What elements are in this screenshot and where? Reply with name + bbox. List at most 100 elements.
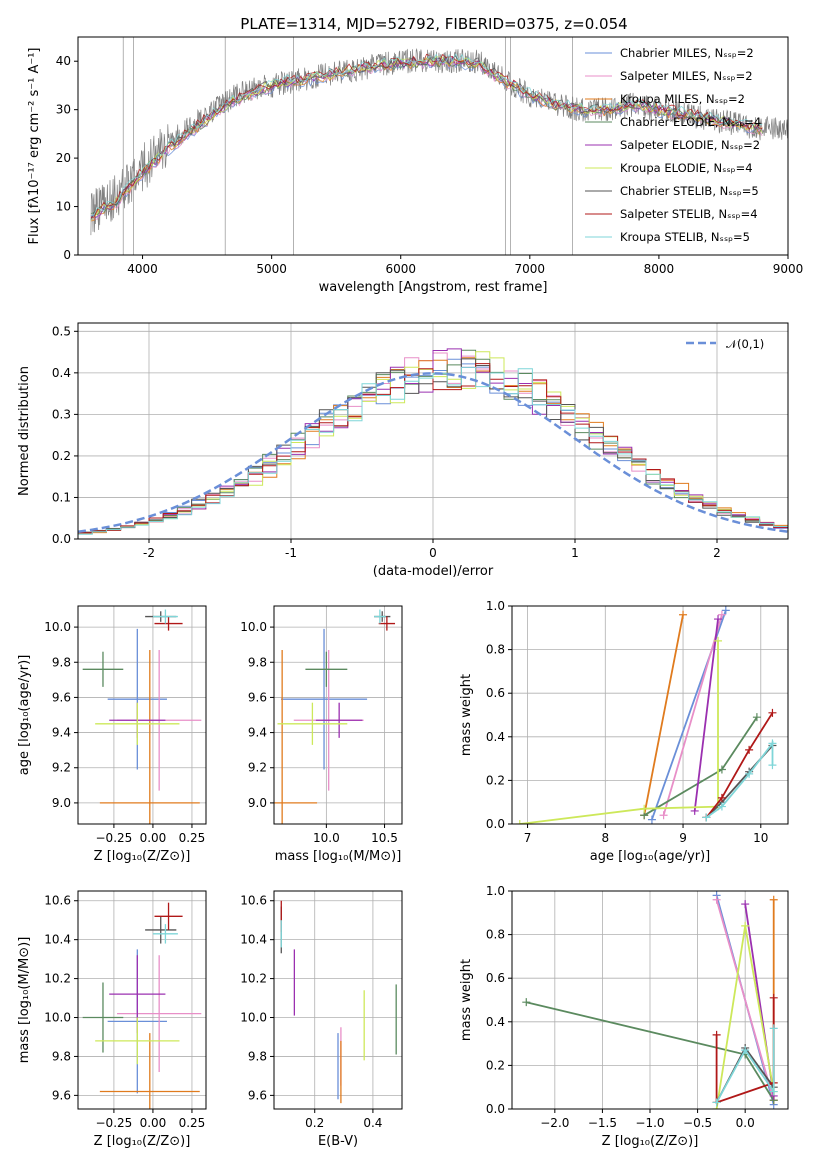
x-tick-label: 5000 [256,262,287,276]
x-tick-label: 10.0 [313,831,340,845]
weight-marker [741,921,750,930]
x-tick-label: 0.4 [363,1116,382,1130]
y-tick-label: 9.6 [52,690,71,704]
y-tick-label: 9.2 [248,761,267,775]
weight-marker [769,1087,778,1096]
y-tick-label: 9.4 [248,726,267,740]
y-axis-label: age [log₁₀(age/yr)] [17,655,32,776]
x-axis-label: (data-model)/error [373,564,494,579]
plot-area-weight-vs-Z [512,891,788,1109]
plot-area-weight-vs-age [512,606,788,824]
plot-area-age-vs-Z [78,606,206,824]
y-tick-label: 0.2 [486,773,505,787]
y-tick-label: 0.6 [486,686,505,700]
weight-marker [659,811,668,820]
weight-marker [515,820,524,824]
weight-marker [741,900,750,909]
x-tick-label: 2 [713,546,721,560]
axes-frame [77,890,207,1110]
axes-frame [77,322,789,540]
weight-marker [522,998,531,1007]
x-tick-label: −0.25 [96,1116,133,1130]
y-tick-label: 20 [56,151,71,165]
weight-marker [712,895,721,904]
weight-marker [768,708,777,717]
y-tick-label: 0.0 [486,817,505,831]
normal-curve [78,372,788,533]
axes-frame [77,36,789,256]
weight-marker [690,806,699,815]
y-tick-label: 30 [56,103,71,117]
y-axis-label: Flux [fλ10⁻¹⁷ erg cm⁻² s⁻¹ A⁻¹] [27,48,42,245]
legend-label: Chabrier MILES, Nₛₛₚ=2 [620,46,754,60]
legend-label: Kroupa MILES, Nₛₛₚ=2 [620,92,745,106]
y-tick-label: 0.4 [52,366,71,380]
model-series [90,55,763,220]
legend-label: 𝒩(0,1) [726,337,764,351]
y-tick-label: 40 [56,54,71,68]
y-tick-label: 1.0 [486,884,505,898]
y-tick-label: 9.2 [52,761,71,775]
x-tick-label: −2.0 [540,1116,569,1130]
y-tick-label: 0.0 [52,532,71,546]
y-tick-label: 9.6 [248,690,267,704]
x-axis-label: Z [log₁₀(Z/Z⊙)] [94,849,191,864]
x-tick-label: 0 [429,546,437,560]
y-tick-label: 10.0 [44,620,71,634]
weight-marker [745,769,754,778]
x-tick-label: 7 [524,831,532,845]
y-tick-label: 10.2 [44,972,71,986]
legend-label: Salpeter MILES, Nₛₛₚ=2 [620,69,753,83]
figure-title: PLATE=1314, MJD=52792, FIBERID=0375, z=0… [240,15,627,33]
weight-marker [712,1098,721,1107]
y-tick-label: 0.2 [52,449,71,463]
x-tick-label: -1 [285,546,297,560]
weight-marker [647,815,656,824]
legend-label: Chabrier STELIB, Nₛₛₚ=5 [620,184,759,198]
legend-label: Salpeter ELODIE, Nₛₛₚ=2 [620,138,760,152]
y-tick-label: 9.8 [248,655,267,669]
weight-marker [769,895,778,904]
plot-area-residuals [78,323,788,539]
legend-label: Chabrier ELODIE, Nₛₛₚ=4 [620,115,761,129]
x-axis-label: E(B-V) [318,1134,358,1149]
y-tick-label: 0.6 [486,971,505,985]
legend-label: Kroupa ELODIE, Nₛₛₚ=4 [620,161,753,175]
y-tick-label: 0 [63,248,71,262]
weight-line [643,614,684,816]
weight-marker [769,993,778,1002]
residual-histogram [78,363,788,534]
y-tick-label: 10.6 [44,894,71,908]
weight-marker [714,615,723,624]
model-series [90,53,763,217]
weight-marker [745,745,754,754]
y-tick-label: 9.8 [248,1049,267,1063]
x-tick-label: −1.5 [588,1116,617,1130]
y-tick-label: 10.6 [240,894,267,908]
x-tick-label: 0.25 [179,1116,206,1130]
weight-marker [752,713,761,722]
weight-marker [712,1030,721,1039]
y-axis-label: mass [log₁₀(M/M⊙)] [17,937,32,1064]
plot-area-mass-vs-Z [78,891,206,1109]
y-tick-label: 10.4 [44,933,71,947]
y-tick-label: 9.6 [52,1088,71,1102]
x-tick-label: 8 [601,831,609,845]
x-tick-label: 0.25 [179,831,206,845]
x-tick-label: −1.0 [635,1116,664,1130]
y-tick-label: 0.4 [486,730,505,744]
y-tick-label: 0.3 [52,407,71,421]
x-tick-label: −0.25 [96,831,133,845]
x-tick-label: 10 [753,831,768,845]
axes-frame [511,890,789,1110]
x-tick-label: 0.0 [736,1116,755,1130]
x-axis-label: Z [log₁₀(Z/Z⊙)] [602,1134,699,1149]
y-tick-label: 0.8 [486,928,505,942]
x-tick-label: -2 [143,546,155,560]
weight-marker [769,1024,778,1033]
weight-marker [679,610,688,619]
x-tick-label: 0.00 [140,831,167,845]
x-tick-label: −0.5 [683,1116,712,1130]
y-tick-label: 9.8 [52,655,71,669]
